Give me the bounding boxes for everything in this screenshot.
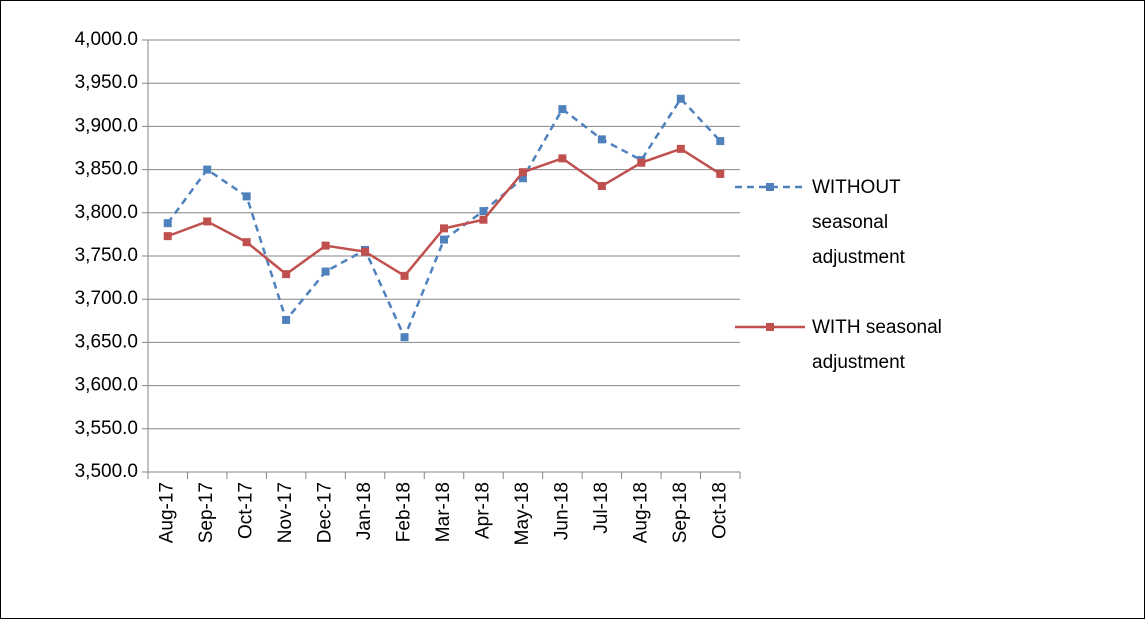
point — [242, 192, 251, 201]
point — [597, 182, 606, 191]
x-tick-label: Feb-18 — [394, 482, 415, 542]
point — [163, 219, 172, 228]
x-tick-label: Jun-18 — [551, 482, 572, 540]
x-tick-label: Aug-18 — [630, 482, 651, 543]
point — [163, 232, 172, 241]
x-tick-label: Dec-17 — [315, 482, 336, 543]
x-tick-label: May-18 — [512, 482, 533, 545]
point — [440, 235, 448, 244]
point — [558, 105, 567, 114]
y-tick-label: 3,900.0 — [75, 115, 138, 136]
y-tick-label: 3,650.0 — [75, 331, 138, 352]
y-tick-label: 3,600.0 — [75, 375, 138, 396]
point — [242, 238, 251, 247]
point — [400, 271, 409, 280]
point — [518, 174, 527, 183]
point — [479, 215, 488, 224]
point — [400, 333, 409, 342]
x-tick-label: Mar-18 — [433, 482, 454, 542]
point — [518, 168, 527, 177]
point — [716, 137, 725, 146]
x-tick-label: Apr-18 — [472, 482, 493, 539]
y-tick-label: 3,550.0 — [75, 418, 138, 439]
y-tick-label: 3,750.0 — [75, 245, 138, 266]
point — [716, 169, 725, 178]
point — [321, 241, 330, 250]
point — [203, 217, 212, 226]
point — [597, 135, 606, 144]
point — [440, 224, 448, 233]
x-tick-label: Sep-17 — [196, 482, 217, 543]
point — [361, 247, 370, 256]
y-tick-label: 4,000.0 — [75, 29, 138, 50]
legend-label: WITH seasonal adjustment — [812, 316, 942, 373]
legend-marker — [766, 183, 774, 191]
x-tick-label: Aug-17 — [157, 482, 178, 543]
point — [676, 94, 685, 103]
legend-label: WITHOUT seasonal adjustment — [812, 176, 905, 268]
x-tick-label: Oct-18 — [709, 482, 730, 539]
y-tick-label: 3,700.0 — [75, 288, 138, 309]
point — [637, 158, 646, 167]
x-tick-label: Sep-18 — [670, 482, 691, 543]
point — [479, 207, 488, 216]
point — [558, 154, 567, 163]
point — [282, 315, 291, 324]
point — [676, 144, 685, 153]
y-tick-label: 3,950.0 — [75, 72, 138, 93]
x-tick-label: Oct-17 — [236, 482, 257, 539]
x-tick-label: Nov-17 — [275, 482, 296, 543]
y-tick-label: 3,800.0 — [75, 202, 138, 223]
y-tick-label: 3,500.0 — [75, 461, 138, 482]
y-tick-label: 3,850.0 — [75, 159, 138, 180]
point — [282, 270, 291, 279]
x-tick-label: Jul-18 — [591, 482, 612, 534]
point — [203, 165, 212, 174]
x-tick-label: Jan-18 — [354, 482, 375, 540]
legend-marker — [766, 323, 774, 331]
point — [321, 267, 330, 276]
